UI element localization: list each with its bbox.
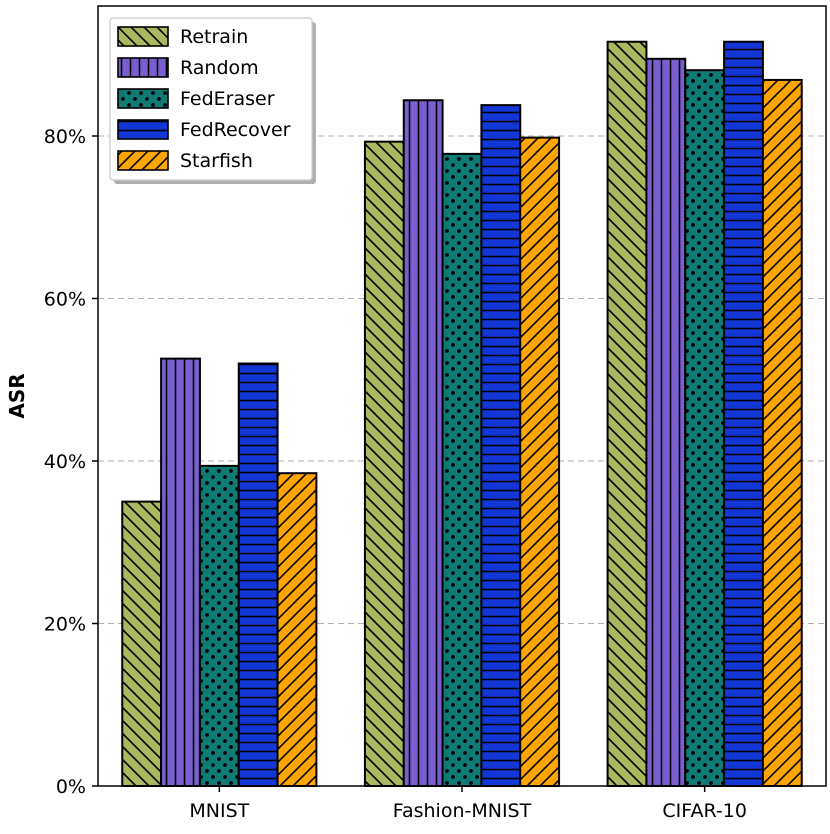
bar-layer bbox=[121, 40, 803, 787]
y-tick-label: 20% bbox=[44, 614, 86, 636]
legend-swatch-starfish bbox=[117, 150, 169, 171]
bar-random-fashion-mnist bbox=[402, 99, 444, 787]
legend: Retrain Random FedEraser FedRecover Starfish bbox=[109, 17, 316, 184]
bar-retrain-cifar-10 bbox=[606, 40, 648, 787]
bar-starfish-cifar-10 bbox=[761, 78, 803, 787]
y-tick-label: 80% bbox=[44, 126, 86, 148]
y-tick-label: 60% bbox=[44, 289, 86, 311]
bar-random-mnist bbox=[160, 357, 201, 787]
bar-federaser-mnist bbox=[198, 464, 240, 787]
legend-swatch-federaser bbox=[117, 88, 169, 109]
bar-retrain-mnist bbox=[121, 500, 163, 787]
legend-swatch-random bbox=[117, 57, 169, 78]
x-tick-label: CIFAR-10 bbox=[662, 800, 747, 822]
y-tick-label: 0% bbox=[56, 776, 86, 798]
bar-retrain-fashion-mnist bbox=[363, 140, 405, 787]
y-axis-label: ASR bbox=[5, 373, 29, 418]
x-tick-label: Fashion-MNIST bbox=[393, 800, 532, 822]
axis-layer: 0% 20% 40% 60% 80% MNIST Fashion-MNIST CIFAR-10 bbox=[44, 126, 747, 822]
bar-fedrecover-fashion-mnist bbox=[480, 104, 522, 787]
legend-swatch-retrain bbox=[117, 26, 169, 47]
legend-swatch-fedrecover bbox=[117, 119, 169, 140]
y-tick-label: 40% bbox=[44, 451, 86, 473]
x-tick-label: MNIST bbox=[189, 800, 249, 822]
legend-label-random: Random bbox=[180, 57, 259, 79]
bar-random-cifar-10 bbox=[645, 57, 687, 787]
bar-fedrecover-cifar-10 bbox=[723, 40, 764, 787]
legend-label-federaser: FedEraser bbox=[180, 88, 275, 110]
bar-federaser-fashion-mnist bbox=[441, 152, 483, 787]
legend-label-fedrecover: FedRecover bbox=[180, 119, 291, 141]
bar-fedrecover-mnist bbox=[237, 362, 279, 787]
legend-label-retrain: Retrain bbox=[180, 26, 248, 48]
legend-label-starfish: Starfish bbox=[180, 150, 253, 172]
bar-starfish-fashion-mnist bbox=[519, 136, 561, 787]
bar-federaser-cifar-10 bbox=[684, 69, 726, 787]
bar-starfish-mnist bbox=[276, 472, 318, 787]
